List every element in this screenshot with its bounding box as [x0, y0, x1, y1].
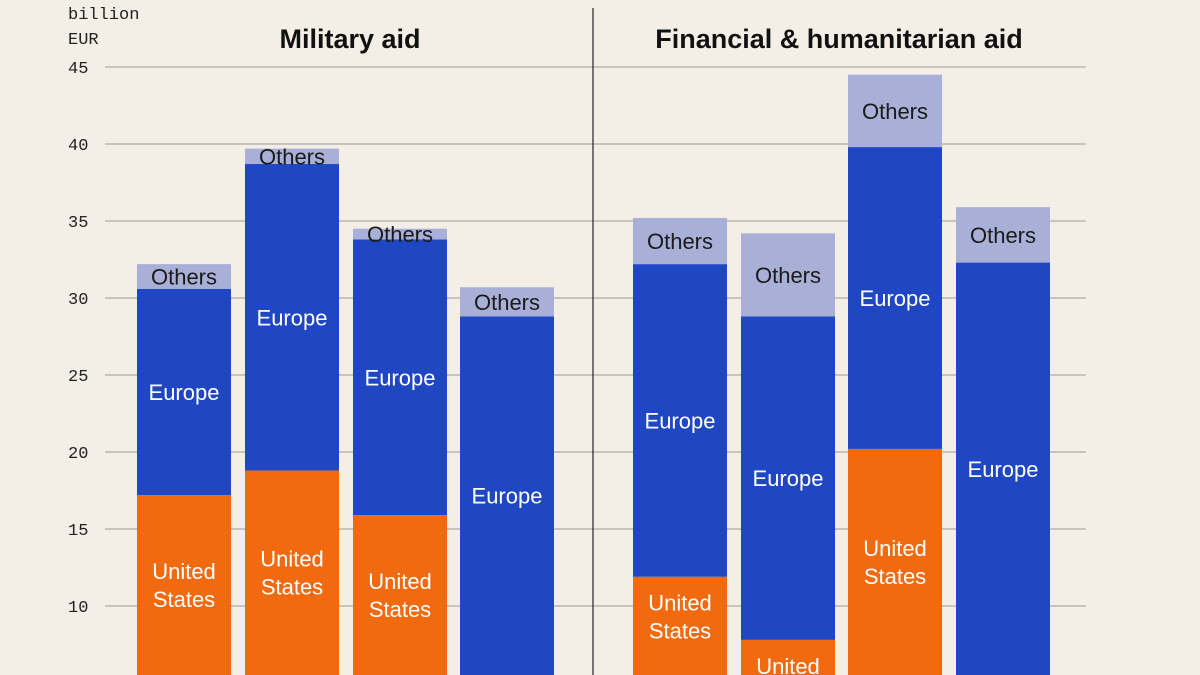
- bar-segment-others: [741, 233, 835, 317]
- bar-segment-europe: [848, 147, 942, 449]
- bar-label-europe: Europe: [365, 365, 436, 390]
- y-tick-label-40: 40: [68, 137, 88, 156]
- y-tick-label-10: 10: [68, 599, 88, 618]
- panel-title: Military aid: [279, 24, 420, 54]
- y-tick-label-25: 25: [68, 368, 88, 387]
- bar-label-others: Others: [970, 223, 1036, 248]
- bar-label-others: Others: [259, 144, 325, 169]
- bar-label-others: Others: [755, 263, 821, 288]
- y-axis-unit-label: billion: [68, 6, 139, 25]
- bar-label-europe: Europe: [472, 484, 543, 509]
- bar-segment-europe: [741, 316, 835, 640]
- bar-segment-united-states: [633, 576, 727, 675]
- bar-segment-others: [353, 228, 447, 240]
- y-tick-label-20: 20: [68, 445, 88, 464]
- bar-segment-united-states: [137, 495, 231, 675]
- bar-segment-others: [956, 207, 1050, 263]
- bar-label-europe: Europe: [645, 408, 716, 433]
- y-axis-unit-label: EUR: [68, 31, 99, 50]
- y-tick-label-35: 35: [68, 214, 88, 233]
- bars-layer: [137, 74, 1050, 675]
- bar-segment-europe: [245, 164, 339, 471]
- bar-segment-europe: [460, 316, 554, 675]
- bar-segment-others: [460, 287, 554, 317]
- bar-segment-united-states: [848, 448, 942, 675]
- axis-layer: 10 15 20 25 30 35 40 45 billion EUR Military aid Fi…: [68, 6, 1023, 675]
- bar-label-europe: Europe: [968, 457, 1039, 482]
- bar-label-europe: Europe: [149, 380, 220, 405]
- bar-segment-europe: [353, 239, 447, 516]
- y-tick-label-30: 30: [68, 291, 88, 310]
- bar-segment-united-states: [353, 515, 447, 675]
- panel-title: Financial & humanitarian aid: [655, 24, 1023, 54]
- y-tick-label-45: 45: [68, 60, 88, 79]
- bar-label-others: Others: [474, 290, 540, 315]
- bar-label-others: Others: [367, 222, 433, 247]
- bar-label-others: Others: [862, 99, 928, 124]
- bar-segment-united-states: [741, 639, 835, 675]
- labels-layer: United States Europe Others United States Euro…: [149, 99, 1039, 675]
- bar-label-europe: Europe: [860, 286, 931, 311]
- bar-segment-europe: [633, 264, 727, 577]
- bar-label-others: Others: [647, 229, 713, 254]
- bar-segment-europe: [137, 288, 231, 496]
- bar-segment-united-states: [245, 470, 339, 675]
- bar-label-europe: Europe: [257, 305, 328, 330]
- bar-segment-others: [245, 148, 339, 165]
- bar-segment-others: [137, 264, 231, 289]
- bar-label-others: Others: [151, 264, 217, 289]
- bar-segment-others: [633, 217, 727, 265]
- bar-segment-others: [848, 74, 942, 148]
- bar-segment-europe: [956, 262, 1050, 675]
- bar-label-europe: Europe: [753, 466, 824, 491]
- y-tick-label-15: 15: [68, 522, 88, 541]
